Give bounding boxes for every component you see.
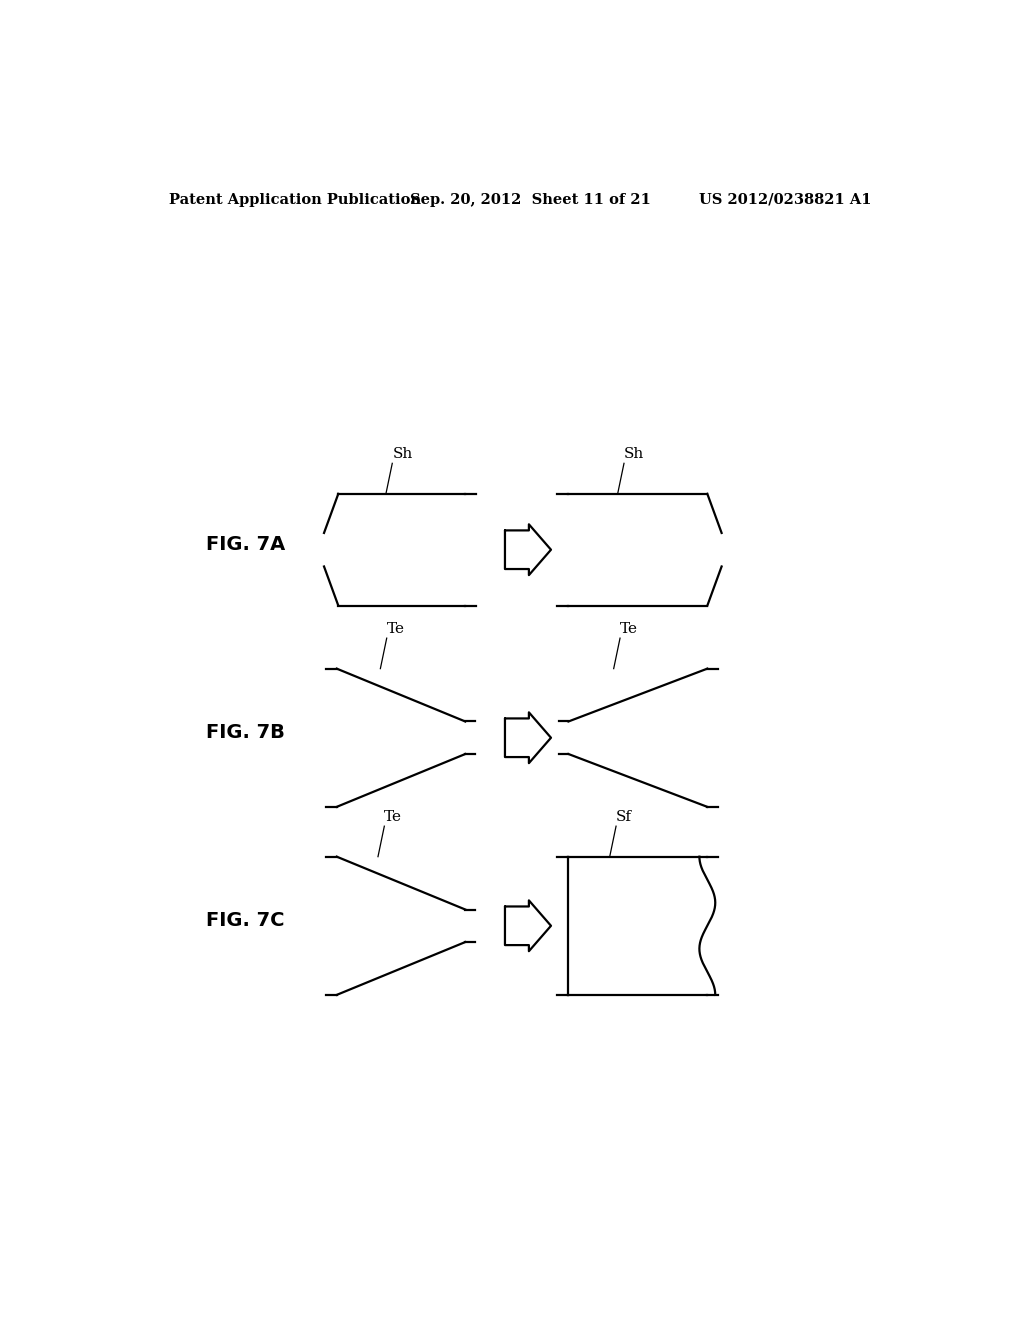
Text: FIG. 7A: FIG. 7A [206,535,285,554]
Text: Sh: Sh [624,447,644,461]
Text: Te: Te [384,810,402,824]
Text: Te: Te [387,622,404,636]
Text: Patent Application Publication: Patent Application Publication [169,193,421,207]
Text: Sep. 20, 2012  Sheet 11 of 21: Sep. 20, 2012 Sheet 11 of 21 [410,193,650,207]
Text: FIG. 7B: FIG. 7B [206,723,285,742]
Text: US 2012/0238821 A1: US 2012/0238821 A1 [699,193,871,207]
Text: Sf: Sf [616,810,632,824]
Text: Sh: Sh [392,447,413,461]
Text: FIG. 7C: FIG. 7C [206,911,285,931]
Text: Te: Te [620,622,638,636]
